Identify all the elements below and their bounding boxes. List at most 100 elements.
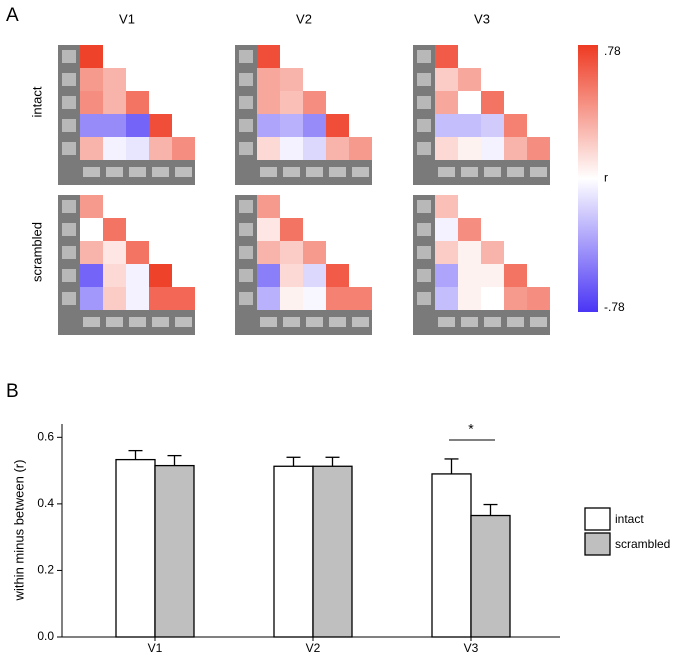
thumbnail (417, 269, 431, 282)
x-tick-label: V3 (464, 641, 479, 655)
heatmap-cell (172, 137, 195, 160)
thumbnail (417, 292, 431, 305)
thumbnail (484, 167, 501, 177)
thumbnail (83, 317, 100, 327)
heatmap-cell (126, 91, 149, 114)
thumbnail (239, 96, 253, 109)
thumbnail (129, 167, 146, 177)
thumbnail (239, 73, 253, 86)
heatmap-cell (126, 241, 149, 264)
heatmap-cell (126, 137, 149, 160)
heatmap-cell (481, 114, 504, 137)
thumbnail (152, 317, 169, 327)
legend-swatch (584, 507, 611, 531)
y-axis-label: within minus between (r) (11, 460, 26, 602)
heatmap-cell (80, 195, 103, 218)
heatmap-cell (80, 264, 103, 287)
thumbnail (62, 223, 76, 236)
thumbnail (239, 50, 253, 63)
heatmap-cell (435, 91, 458, 114)
heatmap-cell (458, 68, 481, 91)
heatmap-cell (280, 114, 303, 137)
heatmap-cell (80, 68, 103, 91)
heatmap-cell (257, 68, 280, 91)
bar (431, 473, 472, 638)
heatmap-cell (435, 264, 458, 287)
heatmap-cell (80, 114, 103, 137)
heatmap-cell (103, 218, 126, 241)
heatmap-cell (172, 287, 195, 310)
heatmap-cell (481, 137, 504, 160)
heatmap-cell (435, 114, 458, 137)
thumbnail (260, 317, 277, 327)
heatmap-cell (103, 91, 126, 114)
y-tick-label: 0.2 (37, 563, 54, 577)
heatmap-cell (435, 68, 458, 91)
heatmap-cell (280, 91, 303, 114)
thumbnail (417, 246, 431, 259)
thumbnail (62, 73, 76, 86)
heatmap-cell (326, 264, 349, 287)
heatmap-cell (435, 45, 458, 68)
heatmap-cell (326, 114, 349, 137)
heatmap-cell (435, 241, 458, 264)
x-tick-label: V2 (306, 641, 321, 655)
thumbnail (306, 167, 323, 177)
heatmap-cell (257, 91, 280, 114)
heatmap-cell (80, 218, 103, 241)
heatmap-cell (527, 137, 550, 160)
heatmap-cell (458, 241, 481, 264)
thumbnail-strip (58, 160, 195, 185)
heatmap-cell (481, 287, 504, 310)
heatmap-cell (103, 241, 126, 264)
heatmap-cell (435, 137, 458, 160)
bar (312, 465, 353, 638)
heatmap-cell (303, 241, 326, 264)
heatmap-cell (504, 114, 527, 137)
thumbnail (106, 317, 123, 327)
thumbnail (417, 73, 431, 86)
bar (273, 465, 314, 638)
heatmap-cell (280, 218, 303, 241)
thumbnail (329, 317, 346, 327)
thumbnail-strip (413, 160, 550, 185)
heatmap-cell (458, 91, 481, 114)
heatmap-cell (80, 91, 103, 114)
colorbar-tick-label: -.78 (604, 300, 625, 314)
thumbnail (417, 142, 431, 155)
heatmap-cell (458, 218, 481, 241)
column-title: V1 (119, 11, 135, 26)
heatmap-cell (149, 114, 172, 137)
heatmap-cell (257, 45, 280, 68)
colorbar-tick-label: .78 (604, 44, 621, 58)
thumbnail (283, 317, 300, 327)
thumbnail (438, 317, 455, 327)
thumbnail (62, 200, 76, 213)
thumbnail (484, 317, 501, 327)
thumbnail-strip (58, 310, 195, 335)
y-tick-label: 0.4 (37, 496, 54, 510)
heatmap-cell (481, 91, 504, 114)
heatmap-cell (504, 264, 527, 287)
heatmap-cell (435, 287, 458, 310)
heatmap-cell (257, 218, 280, 241)
heatmap-cell (458, 287, 481, 310)
heatmap-cell (303, 137, 326, 160)
thumbnail (417, 119, 431, 132)
thumbnail (62, 50, 76, 63)
heatmap-cell (257, 137, 280, 160)
heatmap-cell (280, 241, 303, 264)
heatmap-cell (103, 137, 126, 160)
thumbnail (239, 119, 253, 132)
heatmap-cell (257, 264, 280, 287)
heatmap-cell (303, 264, 326, 287)
thumbnail-strip (413, 310, 550, 335)
heatmap-cell (280, 264, 303, 287)
thumbnail (329, 167, 346, 177)
heatmap-cell (126, 264, 149, 287)
heatmap-cell (435, 195, 458, 218)
thumbnail (62, 269, 76, 282)
thumbnail (352, 317, 369, 327)
thumbnail-strip (235, 310, 372, 335)
